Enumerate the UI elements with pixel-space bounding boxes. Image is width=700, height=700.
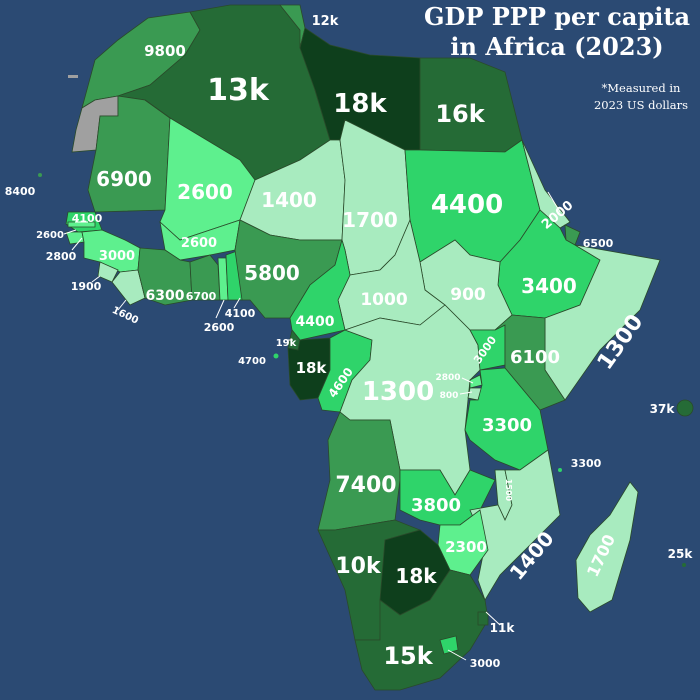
units-note: *Measured in 2023 US dollars: [594, 80, 688, 114]
island-comoros: [558, 468, 562, 472]
label-comoros: 3300: [571, 457, 602, 470]
label-south-africa: 15k: [383, 642, 433, 670]
island-sao-tome: [273, 353, 279, 359]
country-tanzania: [464, 367, 549, 471]
label-ghana: 6700: [186, 290, 217, 303]
label-senegal: 4100: [72, 212, 103, 225]
label-rwanda: 2800: [435, 373, 460, 383]
island-canaries: [68, 75, 78, 78]
label-niger: 1400: [261, 188, 317, 212]
label-djibouti: 6500: [583, 237, 614, 250]
label-libya: 18k: [333, 89, 387, 119]
label-kenya: 6100: [510, 347, 560, 368]
island-mauritius: [682, 563, 686, 567]
label-mauritania: 6900: [96, 167, 152, 191]
label-burundi: 800: [440, 391, 459, 401]
label-namibia: 10k: [335, 554, 382, 579]
label-togo: 2600: [204, 321, 235, 334]
label-zambia: 3800: [411, 495, 461, 516]
country-kenya: [494, 314, 566, 411]
label-zimbabwe: 2300: [445, 538, 487, 556]
label-tunisia: 12k: [312, 14, 339, 29]
label-guinea: 3000: [99, 249, 135, 264]
label-car: 1000: [360, 290, 407, 310]
island-cape-verde: [38, 173, 42, 177]
label-burkina-faso: 2600: [181, 236, 217, 251]
label-sudan: 4400: [431, 190, 503, 220]
country-south-africa: [354, 569, 489, 691]
label-guinea-bissau: 2800: [46, 250, 77, 263]
label-sao-tome: 4700: [238, 356, 266, 367]
map-title: GDP PPP per capita in Africa (2023): [424, 2, 690, 62]
label-sierra-leone: 1900: [71, 280, 102, 293]
label-nigeria: 5800: [244, 261, 300, 285]
label-south-sudan: 900: [450, 285, 486, 305]
title-line-1: GDP PPP per capita: [424, 2, 690, 31]
label-cameroon: 4400: [296, 314, 335, 330]
leader-lines: [63, 191, 561, 661]
label-drc: 1300: [362, 377, 434, 407]
label-cape-verde: 8400: [5, 185, 36, 198]
country-seychelles: [676, 399, 694, 417]
country-lesotho: [439, 635, 459, 655]
label-chad: 1700: [342, 208, 398, 232]
label-ivory-coast: 6300: [146, 288, 185, 304]
country-eswatini: [477, 611, 489, 626]
label-egypt: 16k: [435, 100, 485, 128]
label-lesotho: 3000: [470, 657, 501, 670]
label-ethiopia: 3400: [521, 274, 577, 298]
label-eswatini: 11k: [490, 621, 516, 635]
label-gambia: 2600: [36, 230, 64, 241]
label-malawi: 1500: [504, 479, 513, 502]
title-line-2: in Africa (2023): [450, 32, 664, 61]
note-line-1: *Measured in: [601, 81, 681, 95]
country-madagascar: [575, 481, 639, 613]
label-tanzania: 3300: [482, 415, 532, 436]
label-angola: 7400: [335, 473, 396, 498]
label-morocco: 9800: [144, 42, 186, 60]
label-botswana: 18k: [395, 564, 437, 588]
label-eq-guinea: 19k: [276, 338, 297, 349]
label-gabon: 18k: [296, 359, 328, 377]
note-line-2: 2023 US dollars: [593, 98, 688, 112]
country-mozambique: [469, 449, 561, 601]
label-seychelles: 37k: [650, 402, 676, 416]
label-mauritius: 25k: [668, 547, 694, 561]
label-algeria: 13k: [207, 73, 270, 108]
label-mali: 2600: [177, 180, 233, 204]
label-benin: 4100: [225, 307, 256, 320]
